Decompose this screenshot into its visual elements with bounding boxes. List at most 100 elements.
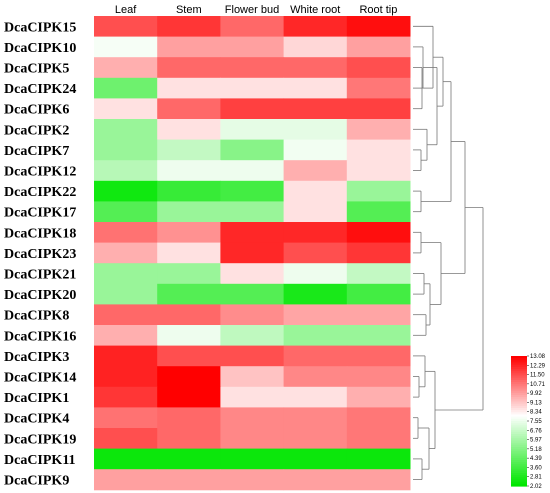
heatmap-cell: [346, 180, 411, 202]
legend-swatch: [511, 392, 527, 396]
heatmap-cell: [220, 469, 285, 491]
heatmap-cell: [283, 222, 348, 244]
legend-tick-label: 5.97: [530, 438, 542, 444]
heatmap-cell: [346, 304, 411, 326]
heatmap-cell: [283, 139, 348, 161]
heatmap-cell: [220, 98, 285, 120]
heatmap-cell: [94, 448, 158, 470]
legend-tick-label: 6.76: [530, 428, 542, 434]
row-label: DcaCIPK15: [4, 20, 76, 35]
row-label: DcaCIPK12: [4, 165, 76, 180]
legend-swatch: [511, 434, 527, 437]
heatmap-cell: [157, 222, 221, 244]
heatmap-cell: [94, 407, 158, 429]
heatmap-cell: [283, 283, 348, 305]
legend-tick-label: 12.29: [530, 363, 546, 369]
heatmap-cell: [220, 139, 285, 161]
heatmap-cell: [157, 304, 221, 326]
legend-swatch: [511, 462, 527, 465]
row-label: DcaCIPK11: [4, 453, 76, 468]
legend-swatch: [511, 364, 527, 368]
heatmap-cell: [346, 469, 411, 491]
heatmap-cell: [283, 16, 348, 38]
legend-swatch: [511, 421, 527, 424]
legend-swatch: [511, 455, 527, 459]
legend-tick-label: 8.34: [530, 410, 542, 416]
heatmap-cell: [94, 283, 158, 305]
row-label: DcaCIPK9: [4, 474, 69, 489]
heatmap-cell: [346, 448, 411, 470]
heatmap-cell: [283, 366, 348, 388]
heatmap-cell: [94, 119, 158, 141]
legend-swatch: [511, 356, 527, 359]
legend-tick-label: 13.08: [530, 354, 546, 360]
heatmap-cell: [346, 139, 411, 161]
legend-swatch: [511, 395, 527, 398]
heatmap-cell: [94, 222, 158, 244]
heatmap-cell: [157, 386, 221, 408]
heatmap-cell: [283, 201, 348, 223]
heatmap-cell: [283, 386, 348, 408]
heatmap-cell: [94, 16, 158, 38]
heatmap-cell: [346, 119, 411, 141]
legend-swatch: [511, 401, 527, 405]
row-label: DcaCIPK8: [4, 309, 69, 324]
row-label: DcaCIPK20: [4, 288, 76, 303]
heatmap-cell: [346, 263, 411, 285]
legend-tick-label: 3.60: [530, 465, 542, 471]
heatmap-cell: [220, 201, 285, 223]
legend-swatch: [511, 416, 527, 420]
legend-swatch: [511, 405, 527, 409]
legend-swatch: [511, 388, 527, 392]
heatmap-cell: [220, 345, 285, 367]
heatmap-cell: [346, 16, 411, 38]
legend-tick-label: 2.81: [530, 475, 542, 481]
legend-swatch: [511, 423, 527, 426]
heatmap-cell: [157, 345, 221, 367]
row-label: DcaCIPK10: [4, 41, 76, 56]
heatmap-cell: [94, 386, 158, 408]
legend-swatch: [511, 481, 527, 485]
legend-swatch: [511, 360, 527, 364]
heatmap-cell: [157, 283, 221, 305]
legend-swatch: [511, 457, 527, 461]
heatmap-cell: [283, 304, 348, 326]
legend-tick-label: 9.13: [530, 400, 542, 406]
heatmap-cell: [220, 57, 285, 79]
heatmap-cell: [220, 325, 285, 347]
legend-swatch: [511, 477, 527, 481]
heatmap-cell: [220, 448, 285, 470]
heatmap-cell: [283, 242, 348, 264]
row-label: DcaCIPK1: [4, 391, 69, 406]
column-label: Leaf: [115, 4, 137, 16]
column-label: Root tip: [359, 4, 397, 16]
heatmap-cell: [283, 345, 348, 367]
column-labels: Leaf Stem Flower bud White root Root tip: [115, 4, 397, 16]
heatmap-cell: [157, 160, 221, 182]
heatmap-cell: [220, 263, 285, 285]
legend-swatch: [511, 436, 527, 439]
legend-swatch: [511, 447, 527, 450]
legend-swatch: [511, 460, 527, 463]
heatmap-cell: [346, 77, 411, 99]
heatmap-cell: [220, 180, 285, 202]
legend-tick-label: 2.02: [530, 484, 542, 490]
heatmap-cell: [157, 242, 221, 264]
heatmap-cell: [283, 407, 348, 429]
legend-tick-label: 10.71: [530, 382, 546, 388]
legend-swatch: [511, 449, 527, 452]
column-label: Stem: [176, 4, 202, 16]
heatmap-cell: [157, 263, 221, 285]
legend-tick-label: 5.18: [530, 447, 542, 453]
heatmap-cell: [94, 345, 158, 367]
heatmap-cell: [346, 283, 411, 305]
heatmap-cell: [94, 325, 158, 347]
legend-swatch: [511, 366, 527, 370]
heatmap-cell: [94, 469, 158, 491]
legend-swatch: [511, 425, 527, 429]
legend-swatch: [511, 427, 527, 431]
heatmap-cell: [283, 77, 348, 99]
legend-swatch: [511, 464, 527, 468]
heatmap-cell: [94, 160, 158, 182]
legend-swatch: [511, 410, 527, 413]
